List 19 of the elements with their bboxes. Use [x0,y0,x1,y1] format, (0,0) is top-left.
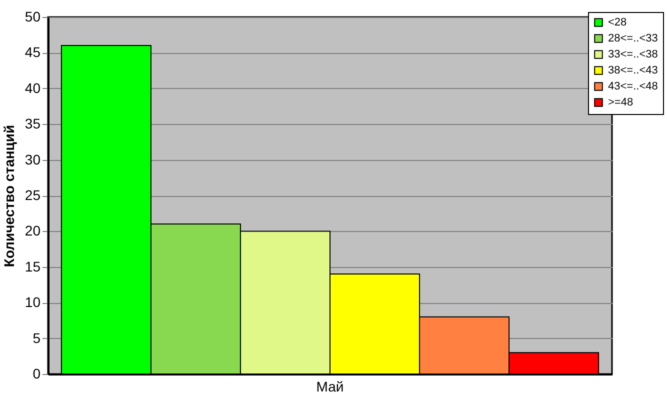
y-tick-label: 15 [24,258,41,274]
y-tick-label: 5 [32,330,41,346]
legend-label: 28<=..<33 [608,32,658,44]
legend-label: 43<=..<48 [608,80,658,92]
legend-label: >=48 [608,96,634,108]
y-tick-label: 10 [24,294,41,310]
legend-label: <28 [608,16,627,28]
y-tick-label: 50 [24,8,41,24]
y-tick-label: 30 [24,151,41,168]
y-tick-label: 35 [24,116,41,132]
y-tick-label: 0 [32,366,41,382]
legend-label: 38<=..<43 [608,64,658,76]
y-tick-label: 25 [24,187,41,203]
y-tick-label: 45 [24,44,41,60]
legend-label: 33<=..<38 [608,48,658,60]
y-tick-label: 20 [24,222,41,239]
y-tick-label: 40 [24,80,41,96]
x-tick-label: Май [316,378,344,394]
y-axis-title: Количество станций [0,124,17,268]
